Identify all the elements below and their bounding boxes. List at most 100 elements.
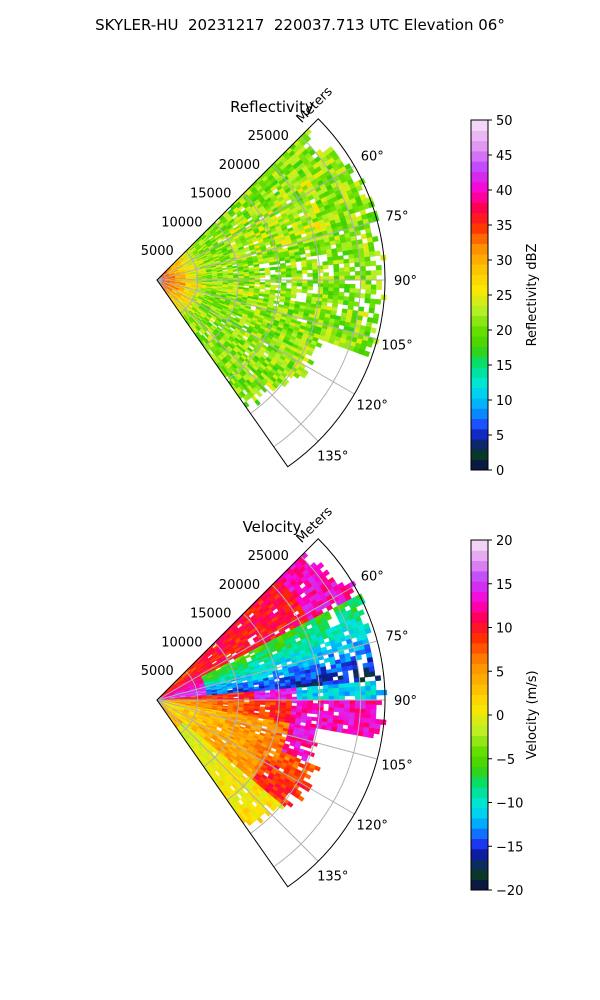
- data-cell: [364, 717, 371, 724]
- data-cell: [307, 283, 314, 288]
- data-cell: [333, 683, 340, 689]
- data-cell: [305, 252, 312, 258]
- data-cell: [238, 275, 245, 279]
- data-cell: [367, 732, 375, 739]
- colorbar-segment: [471, 212, 488, 224]
- data-cell: [312, 706, 319, 711]
- panel-title: Velocity: [243, 518, 302, 536]
- range-ring: [226, 193, 280, 381]
- colorbar-segment: [471, 243, 488, 255]
- data-cell: [369, 671, 376, 677]
- data-cell: [360, 279, 367, 285]
- data-cell: [314, 765, 321, 772]
- colorbar-segment: [471, 284, 488, 296]
- colorbar-segment: [471, 264, 488, 275]
- data-cell: [336, 247, 343, 253]
- data-cell: [338, 295, 345, 301]
- data-cell: [339, 279, 345, 285]
- data-cell: [376, 699, 382, 706]
- data-cell: [270, 694, 277, 698]
- data-cell: [365, 704, 372, 710]
- data-cell: [322, 261, 329, 266]
- data-cell: [296, 702, 303, 707]
- colorbar-segment: [471, 140, 488, 152]
- data-cell: [270, 691, 277, 696]
- data-cell: [275, 691, 282, 696]
- data-cell: [365, 270, 372, 276]
- data-cell: [365, 690, 372, 696]
- colorbar-segment: [471, 397, 488, 409]
- data-cell: [221, 267, 228, 271]
- data-cell: [360, 270, 367, 276]
- colorbar-label: Reflectivity dBZ: [525, 244, 540, 347]
- data-cell: [363, 251, 371, 258]
- data-cell: [315, 342, 323, 349]
- data-cell: [328, 695, 335, 701]
- data-cell: [264, 694, 271, 698]
- data-cell: [337, 299, 344, 305]
- data-cell: [296, 282, 303, 287]
- data-cell: [333, 703, 340, 709]
- colorbar-segment: [471, 233, 488, 245]
- data-cell: [301, 286, 308, 291]
- data-cell: [370, 289, 377, 295]
- data-cell: [354, 682, 361, 688]
- data-cell: [348, 296, 355, 302]
- data-cell: [344, 275, 351, 281]
- data-cell: [301, 706, 308, 711]
- data-cell: [285, 688, 292, 692]
- data-cell: [327, 260, 334, 266]
- data-cell: [317, 710, 324, 715]
- data-cell: [363, 667, 370, 673]
- data-cell: [363, 247, 370, 253]
- data-cell: [275, 284, 282, 289]
- data-cell: [310, 251, 317, 257]
- colorbar-tick-label: 35: [496, 219, 513, 234]
- data-cell: [291, 270, 298, 275]
- data-cell: [259, 281, 266, 285]
- data-cell: [338, 687, 345, 693]
- data-cell: [323, 692, 330, 697]
- data-cell: [249, 275, 255, 279]
- data-cell: [354, 704, 361, 710]
- data-cell: [333, 263, 340, 269]
- data-cell: [333, 699, 340, 705]
- data-cell: [291, 690, 298, 695]
- data-cell: [338, 271, 345, 277]
- data-cell: [354, 708, 361, 714]
- data-cell: [338, 707, 345, 713]
- data-cell: [339, 699, 345, 705]
- colorbar-segment: [471, 120, 488, 131]
- colorbar-segment: [471, 305, 488, 317]
- data-cell: [275, 268, 282, 273]
- data-cell: [346, 729, 354, 735]
- colorbar-segment: [471, 336, 488, 347]
- data-cell: [307, 279, 314, 284]
- data-cell: [264, 687, 271, 691]
- data-cell: [344, 271, 351, 277]
- data-cell: [349, 708, 356, 714]
- azimuth-tick-label: 60°: [361, 150, 384, 165]
- data-cell: [337, 255, 344, 261]
- data-cell: [275, 702, 282, 706]
- data-cell: [333, 695, 340, 701]
- data-cell: [328, 692, 335, 697]
- data-cell: [366, 341, 374, 348]
- data-cell: [365, 288, 372, 295]
- data-cell: [317, 283, 324, 288]
- data-cell: [328, 275, 335, 281]
- data-cell: [370, 680, 377, 687]
- data-cell: [338, 283, 345, 289]
- data-cell: [370, 690, 377, 696]
- data-cell: [285, 690, 292, 695]
- colorbar-segment: [471, 181, 488, 193]
- data-cell: [364, 627, 372, 635]
- data-cell: [365, 699, 372, 705]
- data-cell: [316, 562, 325, 570]
- data-cell: [338, 703, 345, 709]
- data-cell: [344, 283, 351, 289]
- data-cell: [270, 274, 277, 278]
- data-cell: [359, 293, 366, 299]
- data-cell: [323, 699, 329, 704]
